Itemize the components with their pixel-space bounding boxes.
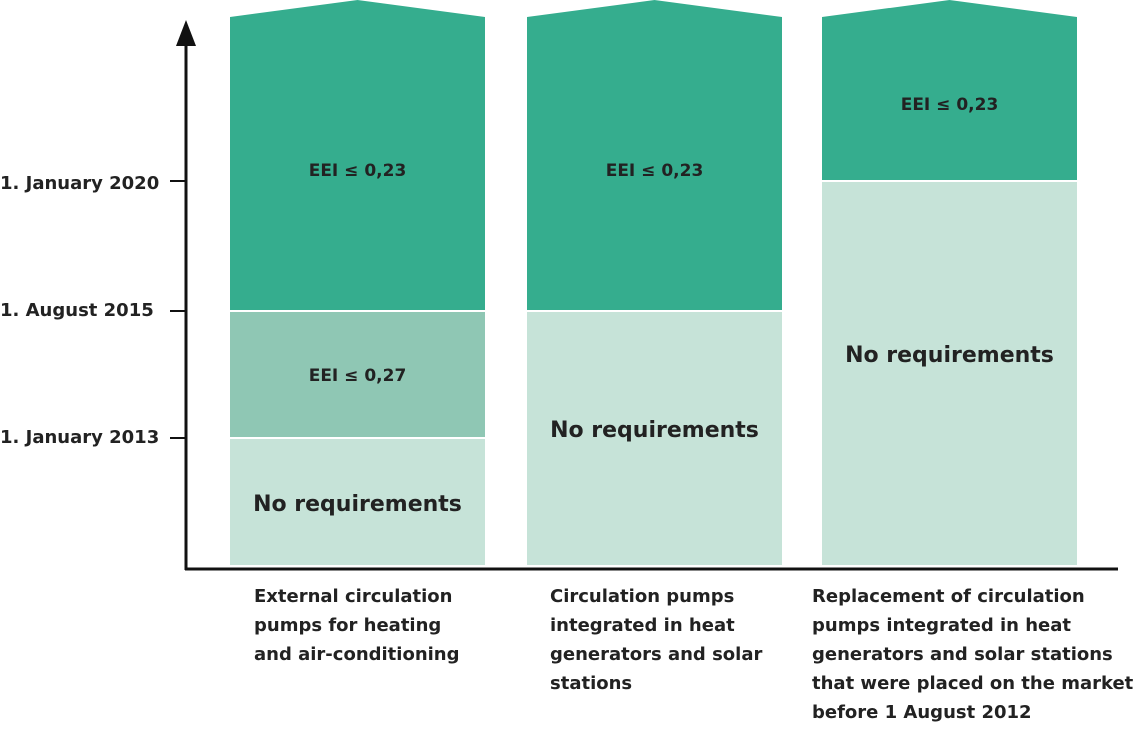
category-line: before 1 August 2012 — [812, 702, 1032, 723]
segments-layer — [230, 0, 1077, 565]
col3-no-requirements-label: No requirements — [845, 343, 1054, 368]
category-line: Replacement of circulation — [812, 586, 1085, 607]
y-axis-ticks — [170, 180, 186, 439]
category-line: stations — [550, 673, 633, 694]
col1-eei-023-label: EEI ≤ 0,23 — [308, 161, 407, 181]
category-line: integrated in heat — [550, 615, 735, 636]
category-line: Circulation pumps — [550, 586, 735, 607]
category-line: generators and solar stations — [812, 644, 1113, 665]
category-line: External circulation — [254, 586, 453, 607]
column-1-segment-1 — [230, 438, 485, 565]
column-1-segment-2 — [230, 311, 485, 438]
axis-layer — [170, 20, 1118, 571]
tick-label-january-2013: 1. January 2013 — [0, 427, 160, 448]
col2-eei-023-label: EEI ≤ 0,23 — [605, 161, 704, 181]
column-2-segment-2 — [527, 0, 782, 311]
column-3-segment-2 — [822, 0, 1077, 181]
category-line: that were placed on the market — [812, 673, 1134, 694]
column-3-segment-1 — [822, 181, 1077, 565]
category-line: and air-conditioning — [254, 644, 460, 665]
y-axis-arrow-icon — [176, 20, 196, 46]
column-1-segment-3 — [230, 0, 485, 311]
col1-eei-027-label: EEI ≤ 0,27 — [308, 366, 407, 386]
category-line: pumps integrated in heat — [812, 615, 1072, 636]
col2-no-requirements-label: No requirements — [550, 418, 759, 443]
category-label-replacement-pumps: Replacement of circulation pumps integra… — [812, 582, 1133, 727]
col1-no-requirements-label: No requirements — [253, 492, 462, 517]
tick-label-january-2020: 1. January 2020 — [0, 173, 160, 194]
category-line: pumps for heating — [254, 615, 442, 636]
column-2-segment-1 — [527, 311, 782, 565]
category-label-external-pumps: External circulation pumps for heating a… — [254, 582, 460, 669]
category-label-integrated-pumps: Circulation pumps integrated in heat gen… — [550, 582, 762, 698]
category-line: generators and solar — [550, 644, 763, 665]
col3-eei-023-label: EEI ≤ 0,23 — [900, 95, 999, 115]
tick-label-august-2015: 1. August 2015 — [0, 300, 154, 321]
